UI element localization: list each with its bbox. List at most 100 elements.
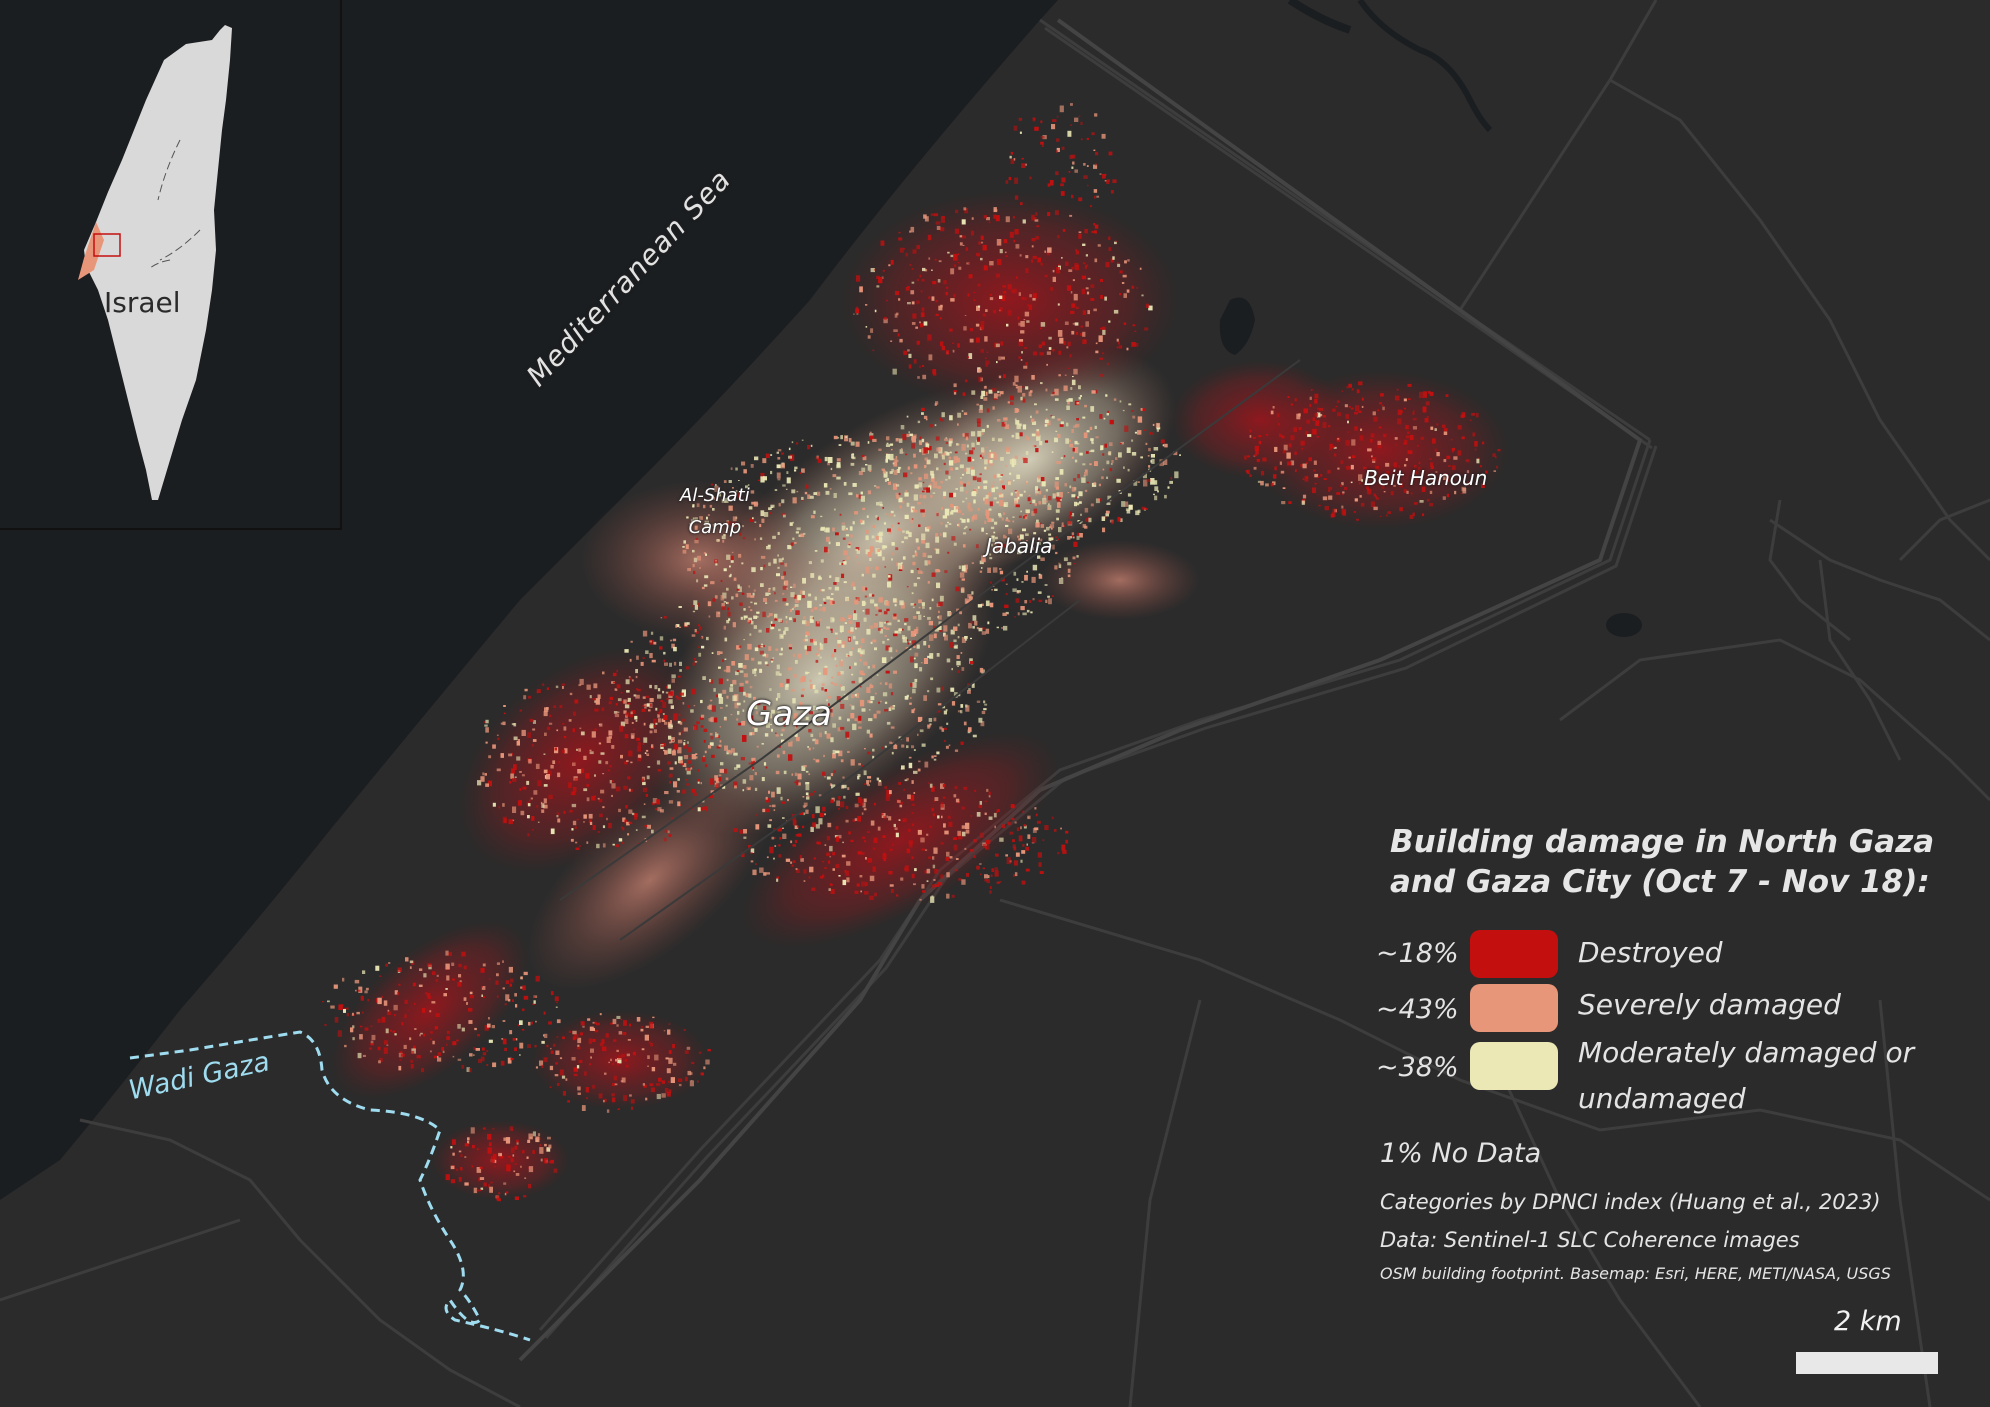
building-footprint [1341, 390, 1344, 392]
building-footprint [1322, 415, 1326, 418]
building-footprint [722, 592, 727, 599]
building-footprint [623, 699, 627, 704]
building-footprint [327, 1000, 330, 1003]
building-footprint [1469, 419, 1472, 421]
building-footprint [630, 640, 633, 643]
building-footprint [819, 618, 822, 622]
building-footprint [1014, 821, 1017, 824]
building-footprint [1010, 158, 1015, 164]
building-footprint [502, 1038, 507, 1045]
building-footprint [785, 488, 788, 490]
building-footprint [862, 836, 866, 840]
building-footprint [862, 456, 867, 461]
building-footprint [754, 787, 758, 791]
building-footprint [466, 1067, 470, 1072]
building-footprint [722, 539, 725, 543]
building-footprint [939, 533, 942, 536]
building-footprint [446, 1030, 450, 1034]
building-footprint [795, 834, 799, 837]
building-footprint [1038, 599, 1043, 603]
building-footprint [909, 697, 912, 699]
building-footprint [826, 536, 830, 542]
building-footprint [1078, 385, 1081, 390]
building-footprint [1076, 418, 1079, 421]
building-footprint [931, 884, 935, 889]
map-extent-box [93, 233, 121, 257]
building-footprint [929, 424, 934, 428]
building-footprint [867, 490, 872, 495]
building-footprint [496, 962, 500, 965]
building-footprint [948, 439, 953, 444]
building-footprint [845, 596, 849, 602]
building-footprint [946, 872, 950, 878]
building-footprint [445, 963, 450, 970]
building-footprint [847, 750, 850, 753]
building-footprint [707, 601, 712, 607]
building-footprint [873, 866, 875, 869]
building-footprint [477, 1034, 480, 1037]
building-footprint [1066, 399, 1069, 402]
building-footprint [641, 778, 644, 783]
building-footprint [810, 608, 814, 613]
building-footprint [1025, 362, 1028, 366]
building-footprint [849, 666, 851, 669]
building-footprint [626, 1064, 629, 1068]
building-footprint [430, 1031, 433, 1034]
building-footprint [808, 747, 811, 751]
building-footprint [862, 610, 865, 612]
building-footprint [852, 483, 857, 487]
building-footprint [1043, 495, 1046, 499]
building-footprint [701, 800, 705, 803]
building-footprint [810, 638, 814, 643]
building-footprint [911, 823, 914, 826]
building-footprint [1403, 489, 1407, 493]
building-footprint [807, 645, 812, 652]
building-footprint [756, 615, 759, 618]
building-footprint [1069, 511, 1073, 516]
building-footprint [1032, 598, 1035, 601]
building-footprint [749, 732, 753, 736]
building-footprint [1156, 428, 1159, 432]
building-footprint [917, 716, 923, 722]
building-footprint [885, 796, 890, 801]
building-footprint [627, 776, 631, 780]
building-footprint [446, 975, 450, 981]
building-footprint [529, 799, 531, 802]
building-footprint [712, 598, 716, 602]
building-footprint [889, 884, 894, 887]
building-footprint [468, 1020, 473, 1024]
building-footprint [739, 829, 743, 834]
building-footprint [982, 844, 987, 849]
building-footprint [645, 695, 650, 698]
building-footprint [1038, 490, 1042, 495]
building-footprint [781, 575, 785, 580]
building-footprint [818, 672, 821, 675]
building-footprint [919, 365, 921, 368]
building-footprint [953, 293, 956, 298]
building-footprint [999, 307, 1003, 312]
building-footprint [901, 744, 905, 748]
building-footprint [1367, 488, 1372, 495]
building-footprint [753, 615, 758, 619]
building-footprint [623, 1020, 627, 1026]
building-footprint [713, 717, 718, 723]
building-footprint [1047, 506, 1050, 510]
building-footprint [754, 674, 757, 677]
building-footprint [874, 309, 877, 313]
building-footprint [684, 1076, 688, 1082]
building-footprint [967, 456, 972, 462]
building-footprint [1105, 510, 1110, 514]
building-footprint [886, 608, 890, 612]
building-footprint [694, 517, 698, 521]
building-footprint [877, 627, 881, 631]
building-footprint [964, 468, 967, 472]
building-footprint [791, 489, 796, 494]
building-footprint [839, 513, 842, 516]
building-footprint [886, 721, 891, 725]
building-footprint [1454, 490, 1457, 495]
building-footprint [924, 473, 929, 479]
building-footprint [728, 505, 733, 511]
building-footprint [999, 391, 1004, 395]
building-footprint [1109, 467, 1113, 472]
building-footprint [600, 752, 605, 755]
